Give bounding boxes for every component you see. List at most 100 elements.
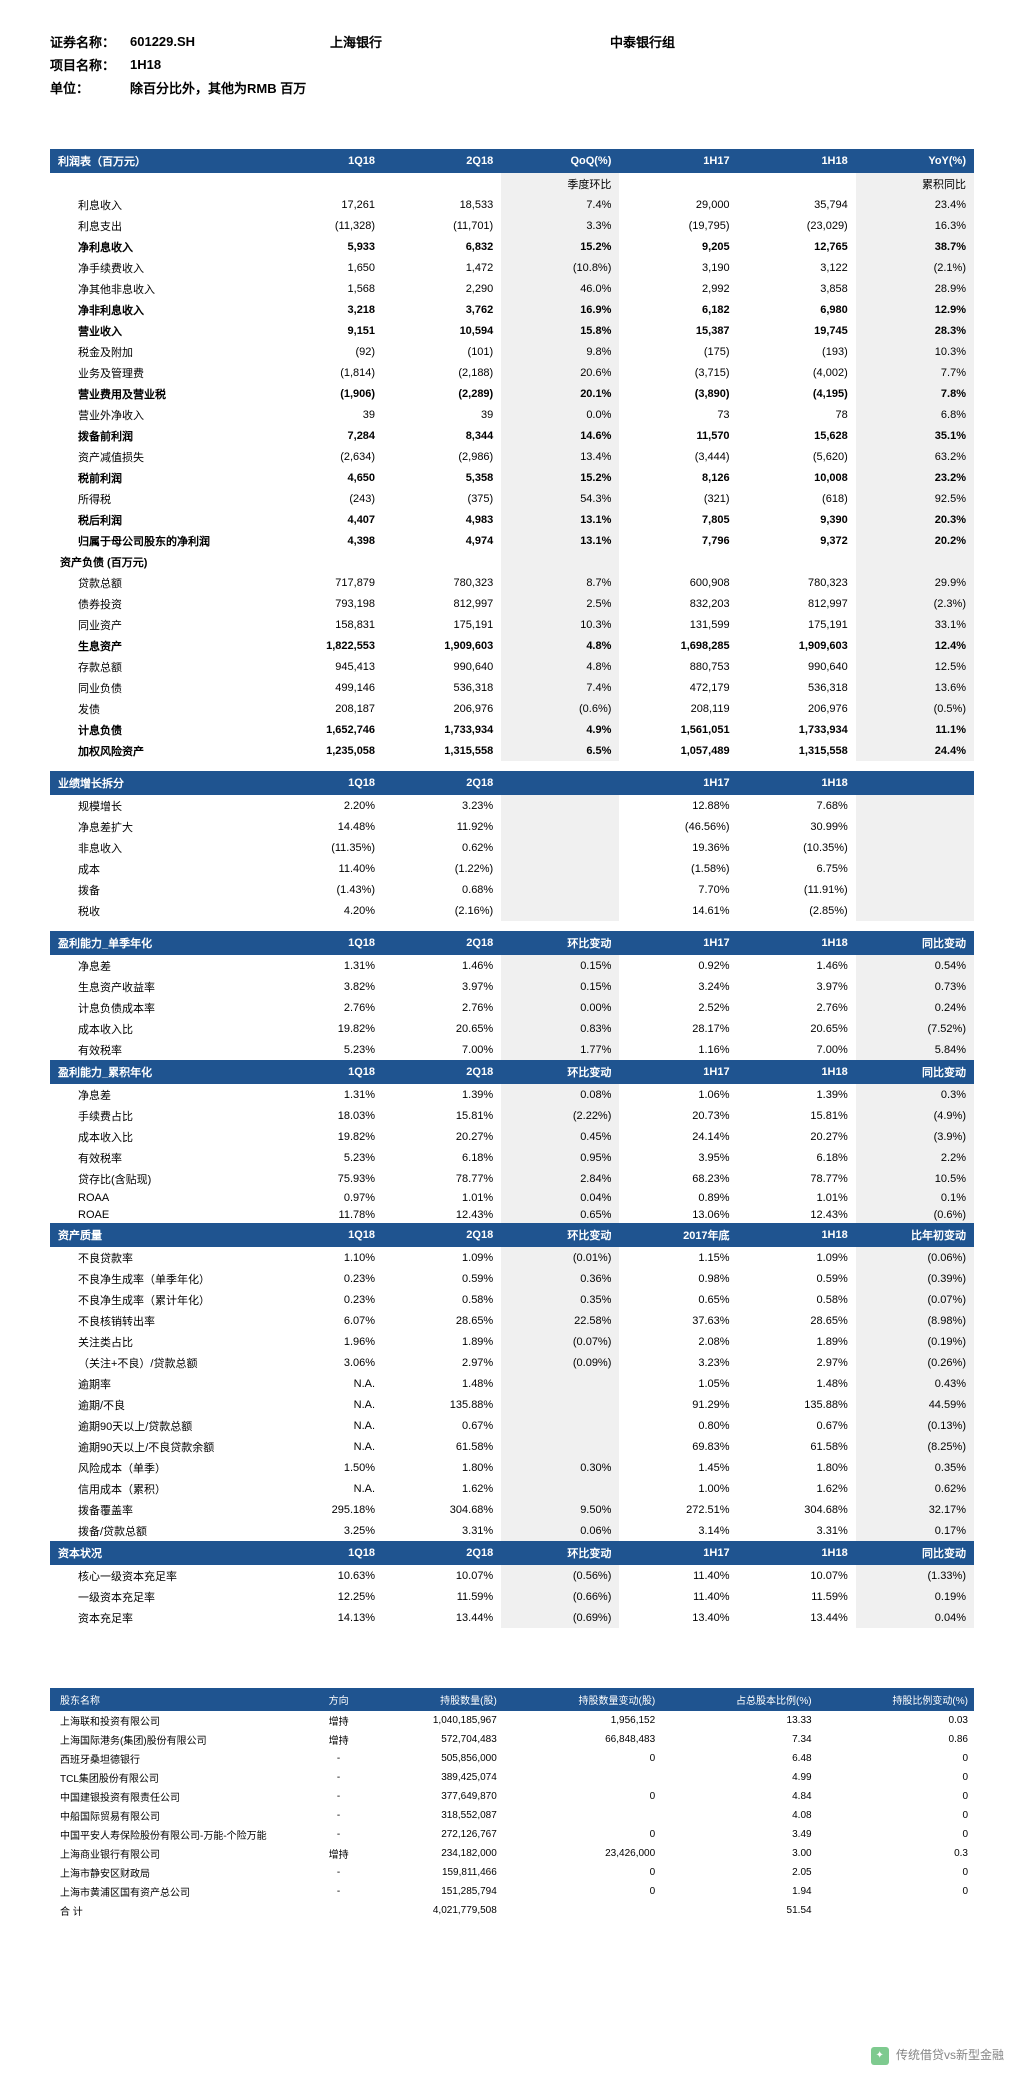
cell: (1,906) [265,383,383,404]
sh-col-header: 持股数量变动(股) [503,1688,661,1711]
balance-title: 资产负债 (百万元) [50,551,265,572]
row-label: 税前利润 [50,467,265,488]
shareholder-row: 上海市黄浦区国有资产总公司-151,285,79401.940 [50,1882,974,1901]
row-label: 不良净生成率（累计年化） [50,1289,265,1310]
cell: (7.52%) [856,1018,974,1039]
cell: 832,203 [619,593,737,614]
cell: 中国建银投资有限责任公司 [50,1787,310,1806]
table-row: 非息收入(11.35%)0.62%19.36%(10.35%) [50,837,974,858]
cell: 880,753 [619,656,737,677]
cell: 2.76% [265,997,383,1018]
cell: 2,992 [619,278,737,299]
table-row: 业务及管理费(1,814)(2,188)20.6%(3,715)(4,002)7… [50,362,974,383]
cell: 5,933 [265,236,383,257]
cell: 20.3% [856,509,974,530]
table-row: 不良核销转出率6.07%28.65%22.58%37.63%28.65%(8.9… [50,1310,974,1331]
cell: 66,848,483 [503,1730,661,1749]
row-label: 拨备覆盖率 [50,1499,265,1520]
row-label: 信用成本（累积） [50,1478,265,1499]
cell: 11.1% [856,719,974,740]
cell: (11,328) [265,215,383,236]
table-row: 逾期率N.A.1.48%1.05%1.48%0.43% [50,1373,974,1394]
cell: 3.3% [501,215,619,236]
cell: - [310,1863,367,1882]
cell: 51.54 [661,1901,817,1920]
cell: (243) [265,488,383,509]
cell: (1.43%) [265,879,383,900]
cell: 793,198 [265,593,383,614]
cell: 3.14% [619,1520,737,1541]
cell: 295.18% [265,1499,383,1520]
cell: 135.88% [383,1394,501,1415]
cell: 0.36% [501,1268,619,1289]
cell: 0.15% [501,955,619,976]
cell: 中国平安人寿保险股份有限公司-万能-个险万能 [50,1825,310,1844]
cell: 780,323 [738,572,856,593]
cell: 54.3% [501,488,619,509]
table-row: 逾期/不良N.A.135.88%91.29%135.88%44.59% [50,1394,974,1415]
cell: 945,413 [265,656,383,677]
cell: 505,856,000 [367,1749,503,1768]
cell: 0.62% [383,837,501,858]
cell: 0.3% [856,1084,974,1105]
table-row: 同业负债499,146536,3187.4%472,179536,31813.6… [50,677,974,698]
row-label: 税收 [50,900,265,921]
cell: 15.8% [501,320,619,341]
cell: 2.2% [856,1147,974,1168]
cell [503,1806,661,1825]
cell: 0 [818,1825,974,1844]
shareholder-row: 中国建银投资有限责任公司-377,649,87004.840 [50,1787,974,1806]
cell: 10.3% [501,614,619,635]
cell: 24.14% [619,1126,737,1147]
cell: (2,986) [383,446,501,467]
cell: 2.97% [383,1352,501,1373]
table-row: 风险成本（单季）1.50%1.80%0.30%1.45%1.80%0.35% [50,1457,974,1478]
row-label: 贷存比(含贴现) [50,1168,265,1189]
cell: 3.31% [738,1520,856,1541]
cell: 0.3 [818,1844,974,1863]
company-name: 上海银行 [330,30,610,53]
table-row: 税前利润4,6505,35815.2%8,12610,00823.2% [50,467,974,488]
wechat-icon: ✦ [871,2047,889,2065]
table-row: 生息资产收益率3.82%3.97%0.15%3.24%3.97%0.73% [50,976,974,997]
sh-col-header: 占总股本比例(%) [661,1688,817,1711]
cell: 3.95% [619,1147,737,1168]
cell: 0.17% [856,1520,974,1541]
row-label: 利息收入 [50,194,265,215]
cell: 2.5% [501,593,619,614]
cell: 1.80% [383,1457,501,1478]
table-row: 资产减值损失(2,634)(2,986)13.4%(3,444)(5,620)6… [50,446,974,467]
project-value: 1H18 [130,53,330,76]
cell: 1.10% [265,1247,383,1268]
cell: 3.25% [265,1520,383,1541]
cell: 4,398 [265,530,383,551]
cell: 3.00 [661,1844,817,1863]
cell: 12.5% [856,656,974,677]
row-label: 逾期/不良 [50,1394,265,1415]
cell: (0.69%) [501,1607,619,1628]
cell: 151,285,794 [367,1882,503,1901]
cell [501,1436,619,1457]
cell: 0.24% [856,997,974,1018]
cell: 812,997 [383,593,501,614]
row-label: 净手续费收入 [50,257,265,278]
cell: 西班牙桑坦德银行 [50,1749,310,1768]
cell: 32.17% [856,1499,974,1520]
cell: - [310,1768,367,1787]
shareholder-row: 上海市静安区财政局-159,811,46602.050 [50,1863,974,1882]
cell: 7.4% [501,194,619,215]
cell: 499,146 [265,677,383,698]
row-label: 逾期90天以上/不良贷款余额 [50,1436,265,1457]
cell: - [310,1882,367,1901]
cell: (375) [383,488,501,509]
cell: 3.06% [265,1352,383,1373]
cell: 175,191 [738,614,856,635]
cell: 28.9% [856,278,974,299]
cell: 304.68% [383,1499,501,1520]
watermark: ✦ 传统借贷vs新型金融 [871,2046,1004,2065]
cell: (0.13%) [856,1415,974,1436]
cell: 10.3% [856,341,974,362]
cell: 318,552,087 [367,1806,503,1825]
cell: 6.48 [661,1749,817,1768]
table-row: 核心一级资本充足率10.63%10.07%(0.56%)11.40%10.07%… [50,1565,974,1586]
